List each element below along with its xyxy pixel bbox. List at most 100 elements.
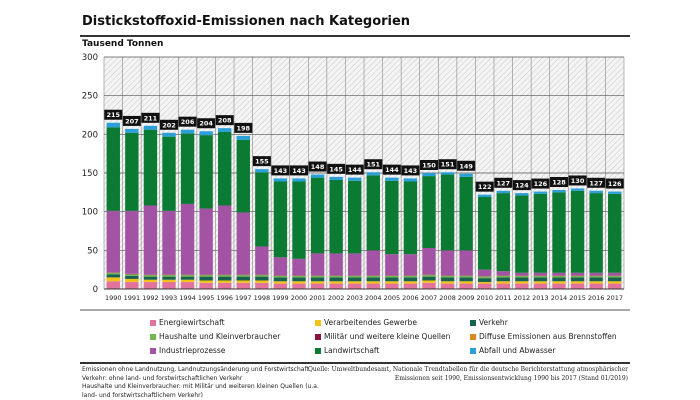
x-tick-label: 2012 [514, 294, 531, 302]
x-tick-label: 2010 [476, 294, 493, 302]
total-label-box [512, 180, 531, 191]
bar-segment [496, 271, 510, 276]
bar-segment [125, 210, 139, 274]
bar-segment [329, 179, 343, 254]
total-label: 150 [422, 162, 436, 170]
x-tick-label: 2001 [309, 294, 326, 302]
bar-segment [180, 282, 195, 289]
bar-segment [162, 136, 176, 211]
legend-label: Energiewirtschaft [159, 318, 225, 327]
bar-segment [106, 127, 120, 211]
total-label-box [587, 177, 606, 188]
bar-segment [143, 279, 158, 283]
bar-segment [570, 275, 585, 278]
source-line: Quelle: Umweltbundesamt, Nationale Trend… [307, 366, 628, 373]
bar-segment [218, 128, 232, 133]
bar-segment [366, 281, 380, 284]
bar-segment [273, 181, 288, 258]
x-tick-label: 1998 [254, 294, 271, 302]
total-label: 130 [571, 177, 585, 185]
total-label-box [364, 159, 383, 170]
bar-segment [385, 180, 399, 255]
bar-segment [236, 139, 250, 213]
bar-segment [440, 250, 455, 276]
bar-segment [533, 275, 548, 278]
total-label-box [382, 164, 401, 175]
bar-segment [162, 210, 176, 275]
bar-segment [143, 205, 158, 275]
bar-segment [608, 283, 622, 289]
x-tick-label: 2016 [588, 294, 605, 302]
bar-segment [478, 194, 492, 197]
total-label: 126 [534, 180, 548, 188]
bar-segment [552, 275, 566, 278]
total-label-box [252, 156, 271, 167]
bar-segment [292, 181, 306, 259]
total-label: 151 [366, 161, 380, 169]
x-tick-label: 2000 [291, 294, 308, 302]
bar-segment [292, 281, 306, 284]
bar-segment [478, 278, 492, 283]
bar-segment [273, 257, 288, 276]
bar-segment [218, 282, 232, 289]
x-tick-label: 2004 [365, 294, 382, 302]
bar-segment [533, 193, 548, 273]
bar-segment [199, 131, 213, 136]
bar-segment [478, 283, 492, 289]
bar-segment [403, 181, 418, 255]
bar-segment [329, 275, 343, 278]
legend-label: Landwirtschaft [324, 346, 380, 355]
total-label: 143 [404, 167, 418, 175]
total-label: 145 [329, 165, 343, 173]
bar-segment [403, 275, 418, 278]
bar-segment [125, 274, 139, 276]
bar-segment [385, 275, 399, 278]
bar-segment [180, 133, 195, 204]
total-label-box [327, 163, 346, 174]
total-label: 151 [441, 161, 455, 169]
bar-segment [292, 258, 306, 276]
bar-segment [589, 275, 603, 278]
bar-segment [608, 281, 622, 284]
bar-segment [255, 276, 269, 281]
bar-segment [459, 176, 473, 251]
bar-segment [478, 282, 492, 284]
bar-segment [199, 280, 213, 283]
x-tick-label: 1995 [198, 294, 215, 302]
x-tick-label: 1996 [216, 294, 233, 302]
total-label: 204 [199, 120, 213, 128]
total-label: 127 [496, 179, 510, 187]
legend-item: Industrieprozesse [150, 346, 225, 355]
bar-segment [106, 277, 120, 282]
x-tick-label: 1990 [105, 294, 122, 302]
bar-segment [459, 283, 473, 289]
bar-segment [310, 281, 325, 284]
bar-segment [403, 254, 418, 276]
bar-segment [366, 175, 380, 251]
legend-label: Militär und weitere kleine Quellen [324, 332, 451, 341]
bar-segment [589, 193, 603, 273]
x-tick-label: 1999 [272, 294, 289, 302]
x-tick-label: 2003 [346, 294, 363, 302]
bar-segment [348, 283, 362, 289]
x-tick-label: 2002 [328, 294, 345, 302]
total-label-box [494, 177, 513, 188]
bar-segment [533, 272, 548, 276]
bar-segment [385, 283, 399, 289]
bar-segment [570, 277, 585, 282]
bar-segment [385, 281, 399, 284]
legend-label: Verarbeitendes Gewerbe [324, 318, 417, 327]
bar-segment [552, 281, 566, 284]
bar-segment [459, 281, 473, 284]
x-tick-label: 2011 [495, 294, 512, 302]
bar-segment [422, 280, 436, 283]
bar-segment [608, 272, 622, 276]
total-label: 202 [162, 121, 176, 129]
bar-segment [143, 125, 158, 130]
total-label: 149 [459, 162, 473, 170]
bar-segment [552, 283, 566, 289]
legend-item: Verkehr [470, 318, 508, 327]
bar-segment [236, 276, 250, 281]
bar-segment [348, 253, 362, 276]
x-tick-label: 2009 [458, 294, 475, 302]
